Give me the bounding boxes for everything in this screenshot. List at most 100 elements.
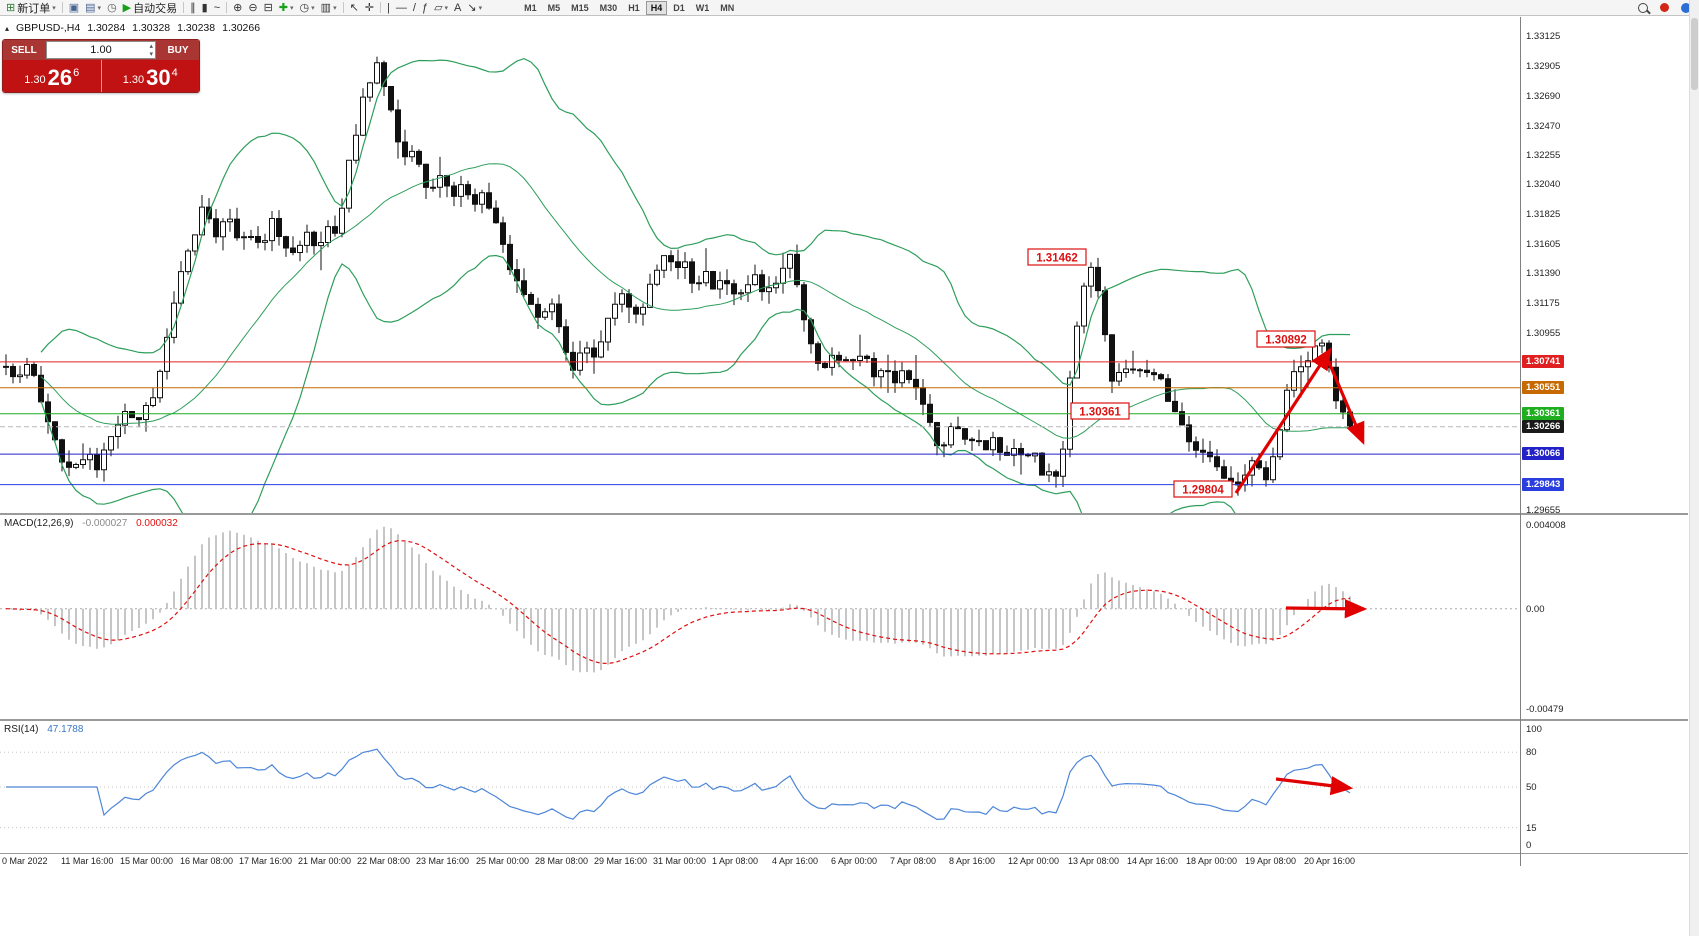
timeframe-button-w1[interactable]: W1	[695, 2, 710, 13]
volume-value[interactable]: 1.00	[90, 44, 112, 56]
timeframe-button-mn[interactable]: MN	[720, 2, 735, 13]
time-axis-label: 14 Apr 16:00	[1127, 856, 1179, 866]
candles-layer	[3, 56, 1353, 496]
profiles-button[interactable]: ▤ ▾	[82, 1, 104, 15]
rsi-axis-label: 80	[1526, 747, 1537, 758]
annotation-text: 1.31462	[1036, 253, 1078, 265]
price-axis-label: 1.30955	[1526, 328, 1561, 339]
sell-price[interactable]: 1.30 26 6	[3, 60, 102, 92]
price-axis-label: 1.31605	[1526, 239, 1561, 250]
bollinger-lower-band[interactable]	[40, 254, 1350, 514]
fibonacci-icon: ƒ	[421, 1, 429, 14]
fibonacci-button[interactable]: ƒ	[419, 1, 431, 15]
timeframe-button-m1[interactable]: M1	[524, 2, 537, 13]
price-axis-label: 1.32905	[1526, 61, 1561, 72]
trendline-button[interactable]: /	[410, 1, 419, 15]
profiles-icon: ▤	[85, 1, 96, 14]
templates-button[interactable]: ▥ ▾	[318, 1, 340, 15]
timeframe-button-m15[interactable]: M15	[571, 2, 589, 13]
volume-up-button[interactable]: ▴	[149, 43, 153, 50]
price-annotation[interactable]: 1.29804	[1173, 480, 1233, 498]
chart-window-button[interactable]: ▣	[66, 1, 82, 15]
search-icon[interactable]	[1638, 2, 1648, 13]
macd-indicator-header: MACD(12,26,9) -0.000027 0.000032	[4, 518, 178, 529]
trend-arrow[interactable]	[1275, 776, 1354, 796]
vertical-scrollbar[interactable]	[1689, 0, 1699, 936]
auto-trading-icon: ▶	[122, 1, 132, 14]
macd-title: MACD(12,26,9)	[4, 518, 74, 529]
text-label-button[interactable]: A	[451, 1, 464, 15]
macd-axis-label: 0.00	[1526, 604, 1545, 615]
auto-trading-button[interactable]: ▶ 自动交易	[120, 1, 180, 15]
panel-separator[interactable]	[0, 719, 1688, 721]
shapes-button[interactable]: ▱ ▾	[431, 1, 451, 15]
tile-windows-button[interactable]: ⊟	[261, 1, 276, 15]
ohlc-high: 1.30328	[132, 22, 171, 34]
bollinger-upper-band[interactable]	[40, 57, 1351, 386]
time-axis-label: 6 Apr 00:00	[831, 856, 878, 866]
volume-input[interactable]: 1.00 ▴ ▾	[46, 41, 156, 59]
cursor-button[interactable]: ↖	[347, 1, 362, 15]
text-label-icon: A	[454, 1, 462, 14]
record-icon[interactable]	[1660, 3, 1669, 12]
timeframe-button-h4[interactable]: H4	[645, 0, 668, 15]
caret-down-icon: ▾	[478, 4, 483, 12]
trend-arrow[interactable]	[1285, 599, 1368, 619]
time-axis-label: 4 Apr 16:00	[772, 856, 819, 866]
toolbar: ⊞ 新订单 ▾ ▣ ▤ ▾ ◷ ▶ 自动交易 ∥ ▮ ~ ⊕ ⊖ ⊟ ✚ ▾ ◷ ▾ ▥ ▾ ↖ ✛ | — / ƒ ▱ ▾ A ↘ ▾ M1…	[0, 0, 1699, 16]
price-axis-label: 1.31390	[1526, 268, 1561, 279]
price-axis-label: 1.33125	[1526, 31, 1561, 42]
bollinger-middle-band[interactable]	[40, 163, 1351, 439]
candles-mode-button[interactable]: ▮	[199, 1, 211, 15]
shapes-icon: ▱	[434, 1, 443, 14]
bear-candles	[3, 62, 1353, 486]
rsi-canvas[interactable]	[0, 721, 1520, 853]
periods-button[interactable]: ◷ ▾	[297, 1, 318, 15]
toolbar-right	[1638, 2, 1699, 13]
macd-canvas[interactable]	[0, 515, 1520, 719]
new-order-button[interactable]: ⊞ 新订单 ▾	[3, 1, 59, 15]
price-axis-label: 1.29655	[1526, 505, 1561, 516]
rsi-axis-label: 15	[1526, 823, 1537, 834]
annotation-box	[1173, 480, 1233, 498]
help-icon[interactable]	[1681, 2, 1691, 13]
caret-down-icon: ▾	[311, 4, 315, 12]
trend-arrow[interactable]	[1323, 352, 1365, 445]
annotation-text: 1.30361	[1079, 407, 1121, 419]
trend-arrow[interactable]	[1234, 347, 1332, 494]
timeframe-button-d1[interactable]: D1	[673, 2, 685, 13]
annotation-box	[1070, 402, 1130, 420]
timeframe-button-m5[interactable]: M5	[547, 2, 561, 13]
bars-mode-button[interactable]: ∥	[187, 1, 199, 15]
time-axis-label: 19 Apr 08:00	[1245, 856, 1297, 866]
annotation-text: 1.30892	[1265, 335, 1307, 347]
volume-down-button[interactable]: ▾	[149, 51, 153, 58]
add-indicator-button[interactable]: ✚ ▾	[276, 1, 297, 15]
rsi-axis-label: 0	[1526, 840, 1532, 851]
sell-button[interactable]: SELL	[11, 44, 37, 56]
timeframe-button-m30[interactable]: M30	[599, 2, 618, 13]
time-axis-label: 16 Mar 08:00	[180, 856, 234, 866]
price-annotation[interactable]: 1.30361	[1070, 402, 1130, 420]
crosshair-icon: ✛	[364, 1, 375, 14]
tile-windows-icon: ⊟	[263, 1, 273, 14]
crosshair-button[interactable]: ✛	[362, 1, 377, 15]
sell-price-sup: 6	[73, 67, 80, 79]
buy-button[interactable]: BUY	[167, 44, 189, 56]
scrollbar-thumb[interactable]	[1691, 18, 1698, 90]
arrow-objects-button[interactable]: ↘ ▾	[464, 1, 485, 15]
chart-window-icon: ▣	[68, 1, 80, 14]
vertical-line-button[interactable]: |	[384, 1, 393, 15]
line-mode-icon: ~	[213, 1, 221, 14]
price-annotation[interactable]: 1.30892	[1256, 330, 1316, 348]
zoom-in-button[interactable]: ⊕	[230, 1, 245, 15]
price-chart-canvas[interactable]: 1.31462 1.30892 1.30361 1.29804	[0, 17, 1520, 513]
timeframe-button-h1[interactable]: H1	[628, 2, 640, 13]
zoom-out-button[interactable]: ⊖	[245, 1, 260, 15]
panel-separator[interactable]	[0, 513, 1688, 515]
horizontal-line-button[interactable]: —	[393, 1, 410, 15]
history-center-button[interactable]: ◷	[104, 1, 120, 15]
price-annotation[interactable]: 1.31462	[1027, 248, 1087, 266]
line-mode-button[interactable]: ~	[211, 1, 223, 15]
buy-price[interactable]: 1.30 30 4	[102, 60, 200, 92]
